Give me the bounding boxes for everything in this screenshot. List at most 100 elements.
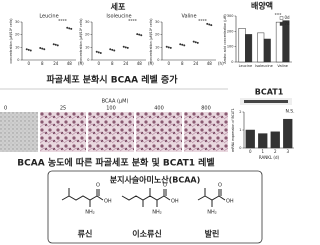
medium-heading: 배양액 [251,1,273,11]
bar [283,118,293,149]
micrograph-label: 400 [154,106,164,112]
bcaa-box [47,170,263,244]
bcaa-title: 분지사슬아미노산(BCAA) [110,175,201,185]
micrograph-label: 100 [106,106,116,112]
x-tick-label: 48 [207,61,213,66]
atom-label: NH₂ [152,210,162,216]
axis [91,22,146,61]
atom-label: O [163,183,167,189]
data-point [39,47,42,49]
y-tick-label: 300 [227,14,234,18]
data-point [25,48,28,51]
data-point [136,33,139,36]
data-point [208,23,211,26]
data-point [194,41,197,44]
chart-title: Isoleucine [106,14,131,20]
y-tick-label: 200 [227,29,234,33]
data-point [196,41,199,44]
x-tick-label: 24 [53,61,59,66]
cells-heading: 세포 [111,2,126,12]
data-point [54,43,57,46]
data-point [183,44,186,47]
y-tick-label: 10 [85,45,89,49]
y-tick-label: 100 [227,45,234,49]
data-point [111,48,114,51]
bar [245,129,255,149]
data-point [41,47,44,50]
data-point [29,49,32,52]
micrograph-label: 0 [4,106,7,112]
micrograph-panel [136,112,182,152]
data-point [140,34,143,37]
atom-label: OH [226,199,234,205]
x-axis-label: (h) [218,61,224,66]
data-point [70,27,73,30]
bar [263,38,271,63]
data-point [43,48,46,51]
y-tick-label: 0 [231,60,233,64]
data-point [66,26,69,29]
y-tick-label: 10 [15,45,19,49]
structure-name: 이소류신 [132,229,161,239]
x-tick-label: 1 [261,149,264,154]
data-point [52,43,55,46]
y-tick-label: 0 [17,58,19,62]
atom-label: O [218,183,222,189]
caption: 파골세포 분화시 BCAA 레벨 증가 [46,74,178,86]
x-tick-label: 0 [27,61,30,66]
data-point [56,44,59,47]
x-tick-label: 24 [193,61,199,66]
x-tick-label: Valine [277,64,288,68]
micrograph-label: 25 [60,106,66,112]
data-point [167,46,170,49]
y-tick-label: 20 [15,33,19,37]
legend-label: 7d [285,21,291,26]
x-tick-label: 0 [249,149,252,154]
data-point [97,51,100,54]
micrograph-panel [88,112,134,152]
y-axis-label: concentration (μM/10⁶ cells) [79,19,83,64]
data-point [192,40,195,43]
data-point [126,46,129,49]
x-tick-label: 8 [111,61,114,66]
y-axis-label: mRNA expression of BCAT1 [231,108,235,151]
caption: BCAA 농도에 따른 파골세포 분화 및 BCAT1 레벨 [17,157,214,169]
chart-title: Valine [181,14,196,20]
legend-swatch [279,22,284,26]
data-point [138,33,141,36]
micrograph-panel [0,112,38,152]
y-tick-label: 0 [157,58,159,62]
micrograph-title: BCAA (μM) [102,99,129,105]
annotation: **** [128,19,138,25]
atom-label: OH [171,199,179,205]
atom-label: O [96,183,100,189]
data-point [124,46,127,49]
y-tick-label: 0 [239,146,241,150]
figure: 세포 배양액 파골세포 분화시 BCAA 레벨 증가 BCAA (μM) BCA… [0,1,295,244]
atom-label: OH [104,199,112,205]
structure [197,188,226,207]
x-tick-label: 0 [97,61,100,66]
y-tick-label: 0 [87,58,89,62]
x-tick-label: Leucine [239,64,253,68]
y-tick-label: 1 [239,128,241,132]
y-axis-label: concentration (μM/10⁶ cells) [9,19,13,64]
chart-title: Leucine [39,14,58,20]
y-tick-label: 10 [155,45,159,49]
y-tick-label: 30 [85,20,89,24]
bar [258,133,268,149]
y-axis-label: concentration (μM/10⁶ cells) [149,19,153,64]
x-tick-label: Isoleucine [255,64,273,68]
y-axis-label: Amino acid concentration (μM) [223,14,227,63]
x-tick-label: 8 [181,61,184,66]
structure [121,188,171,207]
annotation: *** [275,13,283,19]
annotation: **** [58,19,68,25]
x-tick-label: 48 [67,61,73,66]
x-axis-label: RANKL (d) [259,155,280,160]
bar [245,34,253,63]
x-tick-label: 24 [123,61,129,66]
y-tick-label: 30 [155,20,159,24]
data-point [169,46,172,49]
atom-label: NH₂ [85,210,95,216]
